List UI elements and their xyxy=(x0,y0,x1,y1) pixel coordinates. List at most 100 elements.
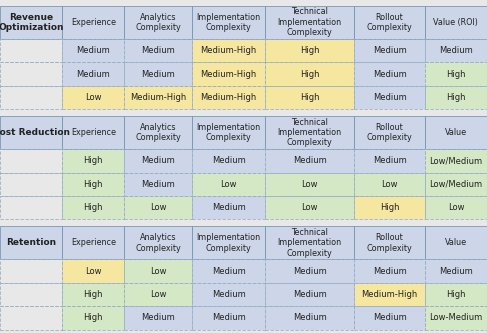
Bar xyxy=(0,116,62,149)
Text: High: High xyxy=(300,46,319,55)
Bar xyxy=(425,196,487,219)
Bar xyxy=(355,283,425,306)
Text: Medium: Medium xyxy=(373,46,407,55)
Bar xyxy=(0,149,62,172)
Bar xyxy=(192,6,265,39)
Text: Medium: Medium xyxy=(293,267,327,276)
Bar xyxy=(265,196,355,219)
Text: Medium-High: Medium-High xyxy=(201,70,257,79)
Bar xyxy=(125,283,192,306)
Bar xyxy=(0,196,62,219)
Text: Medium: Medium xyxy=(141,70,175,79)
Text: Rollout
Complexity: Rollout Complexity xyxy=(367,233,412,252)
Bar xyxy=(125,62,192,86)
Bar xyxy=(125,39,192,62)
Bar xyxy=(0,259,62,283)
Text: Technical
Implementation
Complexity: Technical Implementation Complexity xyxy=(278,7,342,37)
Text: Medium: Medium xyxy=(76,70,110,79)
Bar xyxy=(0,226,62,259)
Bar xyxy=(0,86,62,109)
Text: Analytics
Complexity: Analytics Complexity xyxy=(135,13,181,32)
Bar xyxy=(0,62,62,86)
Bar xyxy=(0,196,62,219)
Bar xyxy=(355,306,425,330)
Bar xyxy=(125,172,192,196)
Text: Medium: Medium xyxy=(293,157,327,166)
Bar xyxy=(355,62,425,86)
Bar xyxy=(62,116,125,149)
Bar xyxy=(192,149,265,172)
Bar xyxy=(265,116,355,149)
Bar xyxy=(125,149,192,172)
Bar xyxy=(192,86,265,109)
Bar xyxy=(125,172,192,196)
Bar xyxy=(62,283,125,306)
Bar xyxy=(355,6,425,39)
Bar xyxy=(265,259,355,283)
Text: Low/Medium: Low/Medium xyxy=(430,180,483,189)
Text: Value: Value xyxy=(445,238,467,247)
Bar xyxy=(355,86,425,109)
Bar xyxy=(125,116,192,149)
Bar xyxy=(125,306,192,330)
Text: Low/Medium: Low/Medium xyxy=(430,157,483,166)
Bar xyxy=(265,62,355,86)
Bar xyxy=(355,149,425,172)
Bar xyxy=(125,6,192,39)
Text: Low-Medium: Low-Medium xyxy=(429,313,483,322)
Bar xyxy=(355,149,425,172)
Text: High: High xyxy=(84,157,103,166)
Text: Experience: Experience xyxy=(71,18,116,27)
Bar xyxy=(265,62,355,86)
Bar xyxy=(265,283,355,306)
Text: High: High xyxy=(300,70,319,79)
Bar xyxy=(125,149,192,172)
Bar xyxy=(355,6,425,39)
Bar xyxy=(125,86,192,109)
Bar xyxy=(0,39,62,62)
Text: Medium-High: Medium-High xyxy=(361,290,418,299)
Bar xyxy=(192,226,265,259)
Text: Technical
Implementation
Complexity: Technical Implementation Complexity xyxy=(278,228,342,258)
Text: Cost Reduction: Cost Reduction xyxy=(0,128,70,137)
Bar xyxy=(425,283,487,306)
Text: Analytics
Complexity: Analytics Complexity xyxy=(135,123,181,142)
Bar xyxy=(265,86,355,109)
Bar xyxy=(0,172,62,196)
Bar xyxy=(62,86,125,109)
Bar xyxy=(192,196,265,219)
Text: Low: Low xyxy=(150,203,167,212)
Text: Medium: Medium xyxy=(373,70,407,79)
Text: Retention: Retention xyxy=(6,238,56,247)
Text: Medium: Medium xyxy=(212,290,245,299)
Bar xyxy=(62,6,125,39)
Bar xyxy=(355,172,425,196)
Bar xyxy=(355,196,425,219)
Bar xyxy=(265,39,355,62)
Bar xyxy=(125,62,192,86)
Bar xyxy=(125,226,192,259)
Text: Implementation
Complexity: Implementation Complexity xyxy=(197,233,261,252)
Text: Experience: Experience xyxy=(71,128,116,137)
Bar xyxy=(125,226,192,259)
Bar xyxy=(425,172,487,196)
Bar xyxy=(425,86,487,109)
Bar xyxy=(355,283,425,306)
Bar xyxy=(192,172,265,196)
Bar xyxy=(425,86,487,109)
Bar xyxy=(425,306,487,330)
Bar xyxy=(0,226,62,259)
Text: High: High xyxy=(84,313,103,322)
Bar xyxy=(125,196,192,219)
Bar xyxy=(192,149,265,172)
Bar xyxy=(192,39,265,62)
Text: Low: Low xyxy=(150,290,167,299)
Bar xyxy=(62,149,125,172)
Bar xyxy=(62,172,125,196)
Bar xyxy=(192,6,265,39)
Bar xyxy=(425,226,487,259)
Bar xyxy=(265,6,355,39)
Bar xyxy=(265,259,355,283)
Bar xyxy=(265,116,355,149)
Bar xyxy=(125,259,192,283)
